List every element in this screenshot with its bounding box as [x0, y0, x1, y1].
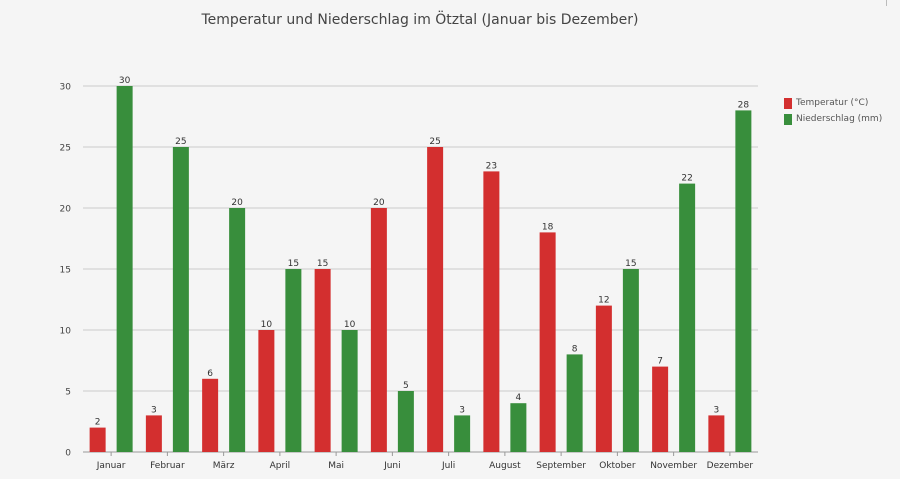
bar-temperature [539, 232, 556, 452]
bar-precipitation [566, 354, 583, 452]
data-label: 3 [151, 405, 157, 415]
bar-precipitation [172, 147, 189, 452]
x-tick-label: Februar [150, 461, 185, 471]
bar-temperature [427, 147, 444, 452]
data-label: 6 [207, 369, 213, 379]
bar-temperature [708, 415, 725, 452]
bar-temperature [595, 305, 612, 452]
legend-item-temperature[interactable]: Temperatur (°C) [784, 96, 882, 110]
x-tick-label: September [536, 461, 586, 471]
bar-temperature [258, 330, 275, 452]
bar-precipitation [622, 269, 639, 452]
data-label: 18 [542, 222, 554, 232]
data-label: 8 [572, 344, 578, 354]
bar-precipitation [229, 208, 246, 452]
bar-precipitation [116, 86, 133, 452]
x-tick-label: Januar [96, 461, 126, 471]
bar-temperature [314, 269, 331, 452]
y-tick-label: 0 [65, 449, 71, 459]
legend-swatch-temperature [784, 97, 792, 109]
y-tick-label: 15 [60, 266, 71, 276]
data-label: 7 [657, 357, 663, 367]
x-tick-label: Juni [383, 461, 401, 471]
x-tick-label: Oktober [599, 461, 636, 471]
legend-swatch-precipitation [784, 113, 792, 125]
data-label: 28 [738, 100, 750, 110]
bar-precipitation [510, 403, 527, 452]
data-label: 30 [119, 76, 131, 86]
data-label: 20 [231, 198, 243, 208]
x-tick-label: August [489, 461, 521, 471]
legend-label-precipitation: Niederschlag (mm) [796, 114, 883, 124]
legend-item-precipitation[interactable]: Niederschlag (mm) [784, 112, 882, 126]
y-tick-label: 25 [60, 144, 71, 154]
bar-precipitation [341, 330, 358, 452]
data-label: 25 [429, 137, 440, 147]
bar-precipitation [679, 183, 696, 452]
data-label: 10 [261, 320, 273, 330]
y-tick-label: 10 [60, 327, 72, 337]
legend-label-temperature: Temperatur (°C) [796, 98, 869, 108]
data-label: 22 [681, 174, 692, 184]
bar-temperature [145, 415, 162, 452]
data-label: 23 [486, 161, 497, 171]
data-label: 15 [288, 259, 299, 269]
x-tick-label: April [270, 461, 291, 471]
data-label: 5 [403, 381, 409, 391]
data-label: 12 [598, 296, 609, 306]
bar-temperature [370, 208, 387, 452]
data-label: 15 [317, 259, 328, 269]
data-label: 20 [373, 198, 385, 208]
chart-legend: Temperatur (°C) Niederschlag (mm) [784, 96, 882, 128]
data-label: 3 [714, 405, 720, 415]
y-tick-label: 20 [60, 205, 72, 215]
data-label: 15 [625, 259, 636, 269]
x-tick-label: Juli [441, 461, 455, 471]
bar-temperature [89, 427, 106, 452]
y-tick-label: 5 [65, 388, 71, 398]
y-tick-label: 30 [60, 83, 72, 93]
bar-temperature [483, 171, 500, 452]
data-label: 3 [459, 405, 465, 415]
data-label: 25 [175, 137, 186, 147]
x-tick-label: Mai [328, 461, 344, 471]
bar-precipitation [454, 415, 471, 452]
data-label: 4 [516, 393, 522, 403]
bar-temperature [652, 366, 669, 452]
x-tick-label: Dezember [707, 461, 754, 471]
bar-precipitation [735, 110, 752, 453]
bar-temperature [202, 378, 219, 452]
data-label: 2 [95, 418, 101, 428]
x-tick-label: März [213, 461, 235, 471]
data-label: 10 [344, 320, 356, 330]
bar-precipitation [397, 391, 414, 452]
x-tick-label: November [650, 461, 697, 471]
corner-divider [886, 0, 887, 6]
chart-title: Temperatur und Niederschlag im Ötztal (J… [201, 12, 639, 28]
bar-precipitation [285, 269, 302, 452]
